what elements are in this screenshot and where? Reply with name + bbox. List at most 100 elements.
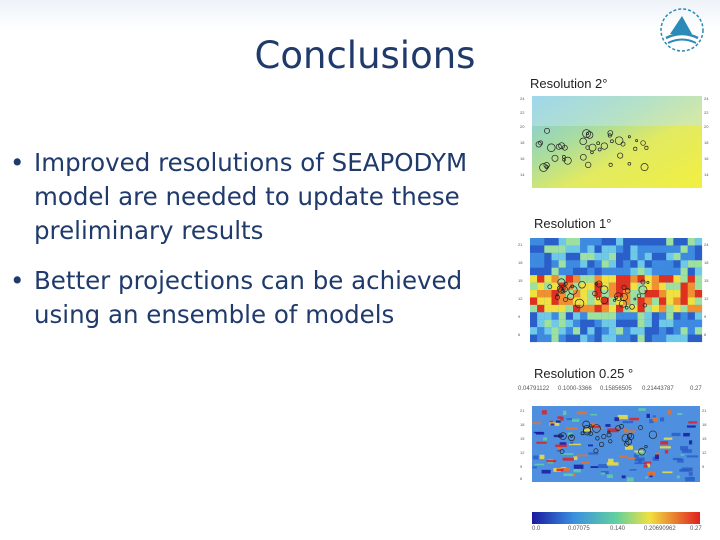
heat-streak xyxy=(573,464,584,469)
catch-circle xyxy=(595,436,600,441)
grid-cell xyxy=(673,334,681,343)
grid-cell xyxy=(608,319,617,328)
heat-streak xyxy=(608,458,614,464)
grid-cell xyxy=(651,245,660,253)
grid-cell xyxy=(551,260,559,268)
heat-streak xyxy=(571,418,580,422)
heat-streak xyxy=(623,428,628,431)
grid-cell xyxy=(558,312,566,320)
grid-cell xyxy=(680,297,688,305)
svg-text:16: 16 xyxy=(704,156,709,161)
catch-circle xyxy=(582,129,591,138)
bullet-list: • Improved resolutions of SEAPODYM model… xyxy=(4,146,504,348)
colorbar-tick: 0.140 xyxy=(610,526,626,532)
grid-cell xyxy=(594,245,602,253)
heat-streak xyxy=(561,453,574,455)
grid-cell xyxy=(694,312,703,320)
grid-cell xyxy=(694,252,703,261)
grid-cell xyxy=(644,282,652,291)
grid-cell xyxy=(616,290,624,298)
heat-streak xyxy=(688,440,693,445)
grid-cell xyxy=(659,334,667,343)
grid-cell xyxy=(587,290,595,298)
grid-cell xyxy=(565,282,574,291)
bullet-text: Improved resolutions of SEAPODYM model a… xyxy=(34,148,468,245)
heat-streak xyxy=(688,421,698,424)
grid-cell xyxy=(558,260,566,268)
heat-streak xyxy=(536,441,547,444)
heat-streak xyxy=(581,461,590,464)
heat-streak xyxy=(629,417,639,421)
grid-cell xyxy=(587,319,595,328)
svg-text:18: 18 xyxy=(520,422,525,427)
grid-cell xyxy=(694,327,703,335)
grid-cell xyxy=(623,312,631,320)
heat-streak xyxy=(590,413,598,416)
grid-cell xyxy=(537,334,545,343)
grid-cell xyxy=(673,312,681,320)
grid-cell xyxy=(558,297,566,305)
organization-logo-icon xyxy=(660,8,704,52)
heat-streak xyxy=(644,476,648,479)
catch-circle xyxy=(582,420,591,429)
catch-circle xyxy=(600,296,609,305)
grid-cell xyxy=(687,319,695,328)
grid-cell xyxy=(630,275,638,283)
grid-cell xyxy=(630,319,638,328)
heat-streak xyxy=(561,467,570,471)
grid-cell xyxy=(616,260,624,268)
catch-circle xyxy=(551,154,559,162)
grid-cell xyxy=(673,275,681,283)
grid-cell xyxy=(565,245,574,253)
grid-cell xyxy=(537,275,545,283)
heat-streak xyxy=(532,422,542,425)
grid-cell xyxy=(544,334,552,343)
catch-circle xyxy=(621,434,630,443)
bullet-item: • Better projections can be achieved usi… xyxy=(4,264,504,332)
grid-cell xyxy=(616,252,624,261)
grid-cell xyxy=(694,334,703,343)
grid-cell xyxy=(565,260,574,268)
grid-cell xyxy=(623,304,631,313)
grid-cell xyxy=(644,297,652,305)
grid-cell xyxy=(608,312,617,320)
scale-label: 0.27 xyxy=(690,386,702,392)
heat-streak xyxy=(683,432,690,437)
grid-cell xyxy=(594,304,602,313)
catch-circle xyxy=(601,434,607,440)
grid-cell xyxy=(637,252,645,261)
heat-streak xyxy=(598,464,609,468)
catch-circle xyxy=(629,304,635,310)
grid-cell xyxy=(680,252,688,261)
catch-circle xyxy=(582,425,592,434)
panel-label: Resolution 1° xyxy=(534,216,612,231)
grid-cell xyxy=(601,304,609,313)
bullet-marker: • xyxy=(10,148,25,177)
grid-cell xyxy=(544,275,552,283)
catch-circle xyxy=(557,287,565,294)
grid-cell xyxy=(530,297,538,305)
grid-cell xyxy=(637,312,645,320)
grid-cell xyxy=(673,304,681,313)
grid-cell xyxy=(594,319,602,328)
catch-circle xyxy=(608,439,613,444)
resolution-025-map: 21 18 15 12 9 6 21 18 15 12 9 xyxy=(520,406,707,524)
grid-cell xyxy=(623,327,631,335)
grid-cell xyxy=(637,275,645,283)
heat-streak xyxy=(573,456,578,461)
grid-cell xyxy=(666,312,674,320)
grid-cell xyxy=(644,238,652,246)
grid-cell xyxy=(623,290,631,298)
grid-cell xyxy=(544,260,552,268)
catch-circle xyxy=(574,298,585,309)
svg-text:18: 18 xyxy=(518,260,523,265)
svg-text:18: 18 xyxy=(704,140,709,145)
grid-cell xyxy=(587,327,595,335)
catch-circle xyxy=(559,449,565,454)
grid-cell xyxy=(537,267,545,276)
catch-circle xyxy=(614,292,623,301)
grid-cell xyxy=(680,267,688,276)
catch-circle xyxy=(617,152,624,159)
grid-cell xyxy=(694,290,703,298)
grid-cell xyxy=(666,252,674,261)
